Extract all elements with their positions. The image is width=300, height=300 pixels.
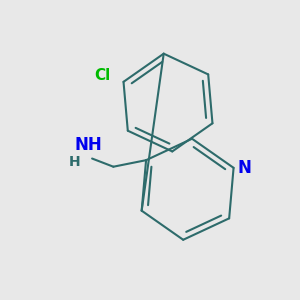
Text: NH: NH: [75, 136, 103, 154]
Text: H: H: [69, 155, 81, 169]
Text: Cl: Cl: [94, 68, 110, 83]
Text: N: N: [238, 159, 252, 177]
